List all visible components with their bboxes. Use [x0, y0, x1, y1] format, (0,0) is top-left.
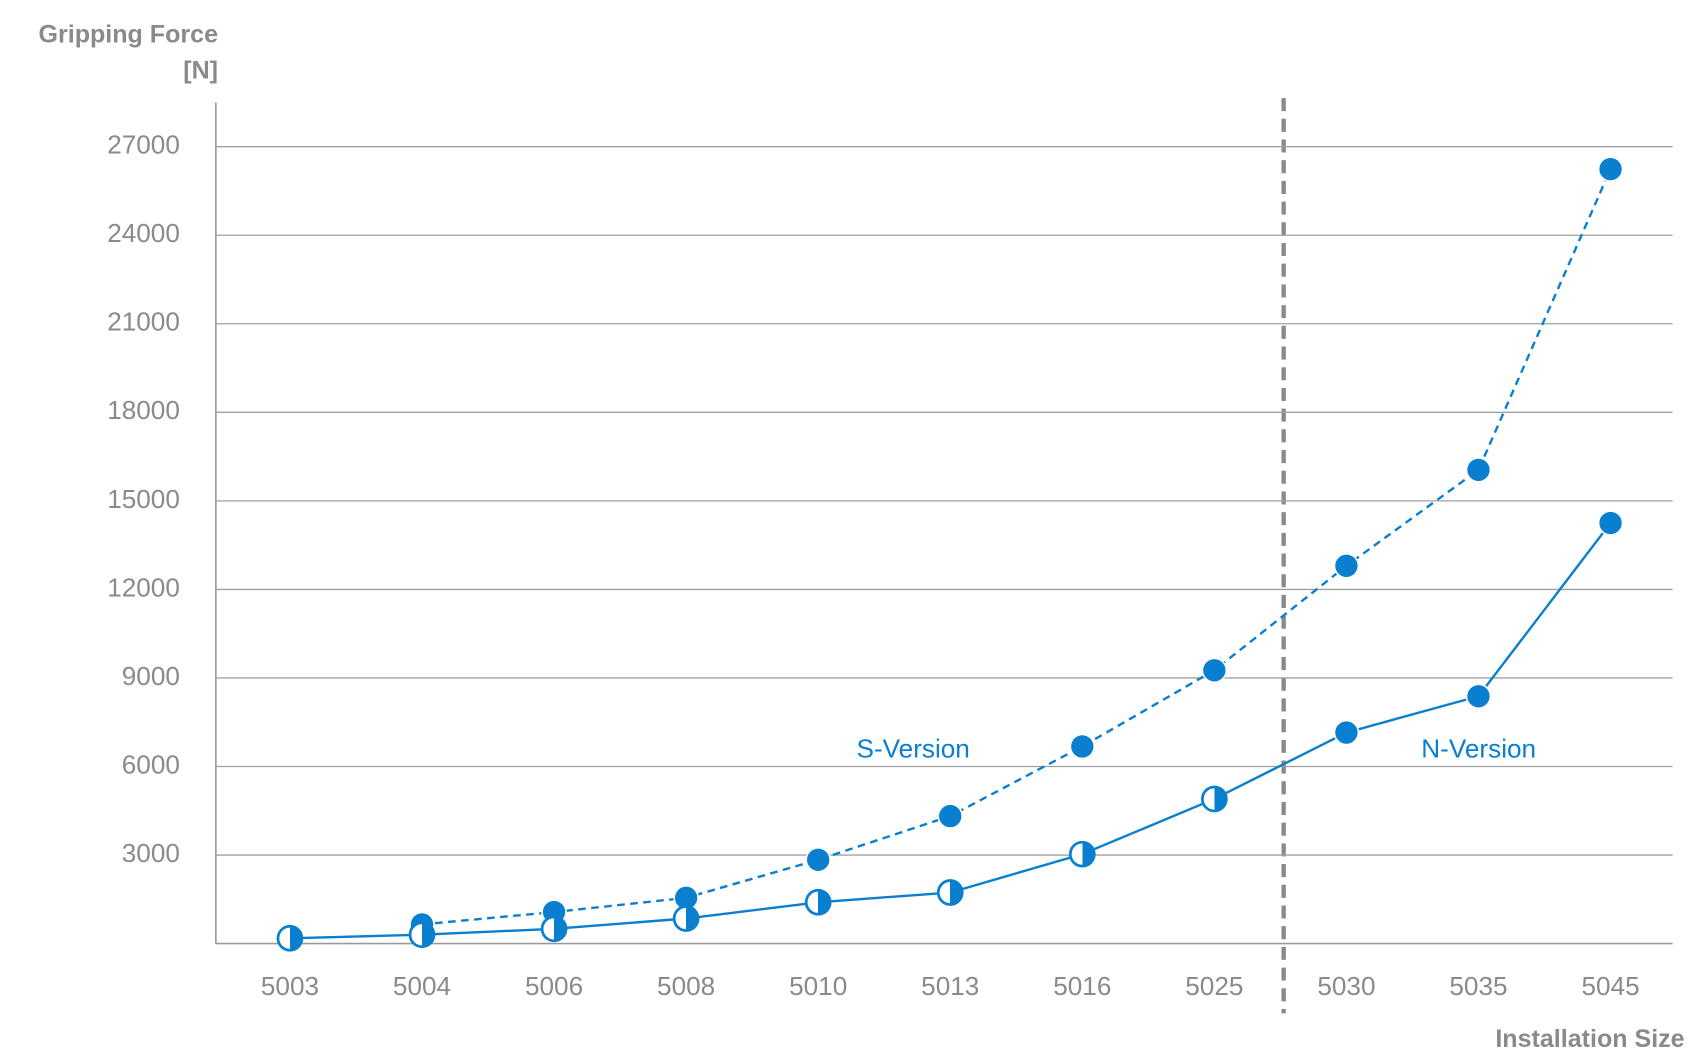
x-tick-label: 5003: [261, 971, 319, 1001]
marker: [1597, 156, 1624, 182]
marker: [936, 879, 964, 906]
y-axis-title: [N]: [183, 57, 218, 85]
x-tick-label: 5025: [1185, 971, 1243, 1001]
x-tick-label: 5045: [1581, 971, 1639, 1001]
series-label: S-Version: [857, 734, 970, 764]
y-tick-label: 21000: [107, 307, 180, 337]
marker: [1201, 657, 1228, 684]
marker: [1069, 733, 1096, 760]
y-tick-label: 27000: [107, 130, 180, 160]
marker: [1465, 683, 1492, 710]
series-line: [421, 168, 1612, 926]
y-axis-title: Gripping Force: [39, 21, 219, 49]
marker: [1597, 510, 1624, 536]
x-tick-label: 5008: [657, 971, 715, 1001]
y-tick-label: 18000: [107, 395, 180, 425]
marker: [408, 921, 436, 949]
y-tick-label: 6000: [122, 749, 180, 779]
marker: [540, 915, 568, 943]
marker: [1465, 457, 1492, 483]
x-axis-title: Installation Size: [1495, 1025, 1684, 1053]
marker: [672, 905, 700, 932]
marker: [805, 846, 831, 873]
x-tick-label: 5006: [525, 971, 583, 1001]
x-tick-label: 5016: [1053, 971, 1111, 1001]
marker: [276, 924, 304, 952]
series-label: N-Version: [1421, 734, 1536, 764]
x-tick-label: 5013: [921, 971, 979, 1001]
x-tick-label: 5030: [1317, 971, 1375, 1001]
series-line: [289, 522, 1612, 940]
y-tick-label: 3000: [122, 838, 180, 868]
y-tick-label: 15000: [107, 484, 180, 514]
marker: [1201, 785, 1228, 813]
marker: [1333, 719, 1360, 746]
y-tick-label: 9000: [122, 661, 180, 691]
y-tick-label: 24000: [107, 218, 180, 248]
marker: [1068, 840, 1096, 868]
marker: [937, 803, 964, 829]
marker: [1333, 553, 1360, 579]
x-tick-label: 5035: [1449, 971, 1507, 1001]
y-tick-label: 12000: [107, 572, 180, 602]
x-tick-label: 5004: [393, 971, 451, 1001]
x-tick-label: 5010: [789, 971, 847, 1001]
marker: [804, 888, 832, 916]
